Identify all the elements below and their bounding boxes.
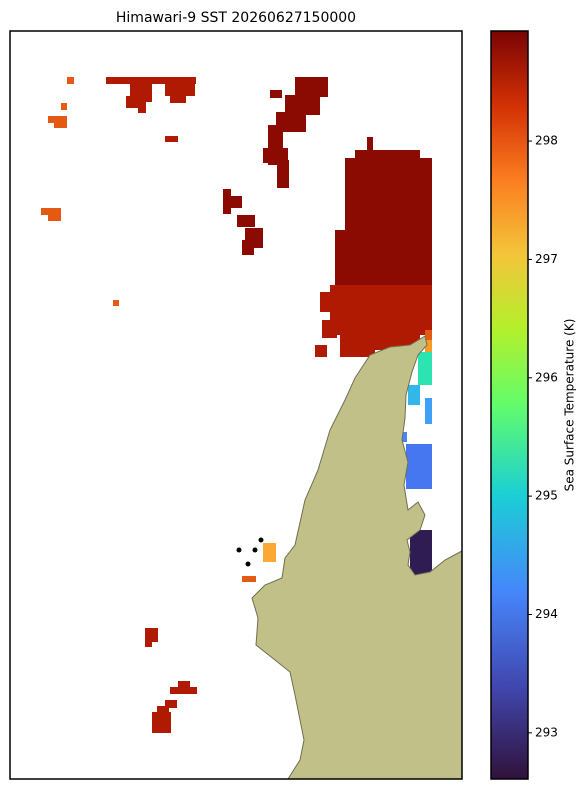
blue-patch bbox=[408, 385, 420, 405]
sst-pixels bbox=[41, 77, 462, 779]
colorbar-tick-label: 298 bbox=[535, 134, 558, 148]
blue-patch bbox=[400, 432, 407, 442]
land bbox=[251, 335, 462, 779]
colorbar bbox=[490, 30, 529, 780]
cyan-patch bbox=[418, 352, 432, 385]
station-dots bbox=[236, 537, 264, 567]
blue-patch bbox=[406, 444, 432, 489]
colorbar-tick-label: 297 bbox=[535, 252, 558, 266]
blue-patch bbox=[425, 398, 432, 424]
yellow-patch bbox=[263, 543, 276, 562]
colorbar-tick-label: 295 bbox=[535, 489, 558, 503]
colorbar-tick-label: 294 bbox=[535, 607, 558, 621]
map-frame bbox=[9, 30, 463, 780]
colorbar-tick-label: 296 bbox=[535, 370, 558, 384]
colorbar-tick-label: 293 bbox=[535, 725, 558, 739]
yellow-patch bbox=[425, 340, 432, 352]
map-title: Himawari-9 SST 20260627150000 bbox=[116, 10, 356, 26]
colorbar-label: Sea Surface Temperature (K) bbox=[563, 319, 577, 492]
mid-patches bbox=[106, 77, 432, 733]
purple-patch bbox=[410, 530, 432, 576]
orange-patches bbox=[41, 77, 432, 582]
warm-patches bbox=[223, 77, 432, 290]
